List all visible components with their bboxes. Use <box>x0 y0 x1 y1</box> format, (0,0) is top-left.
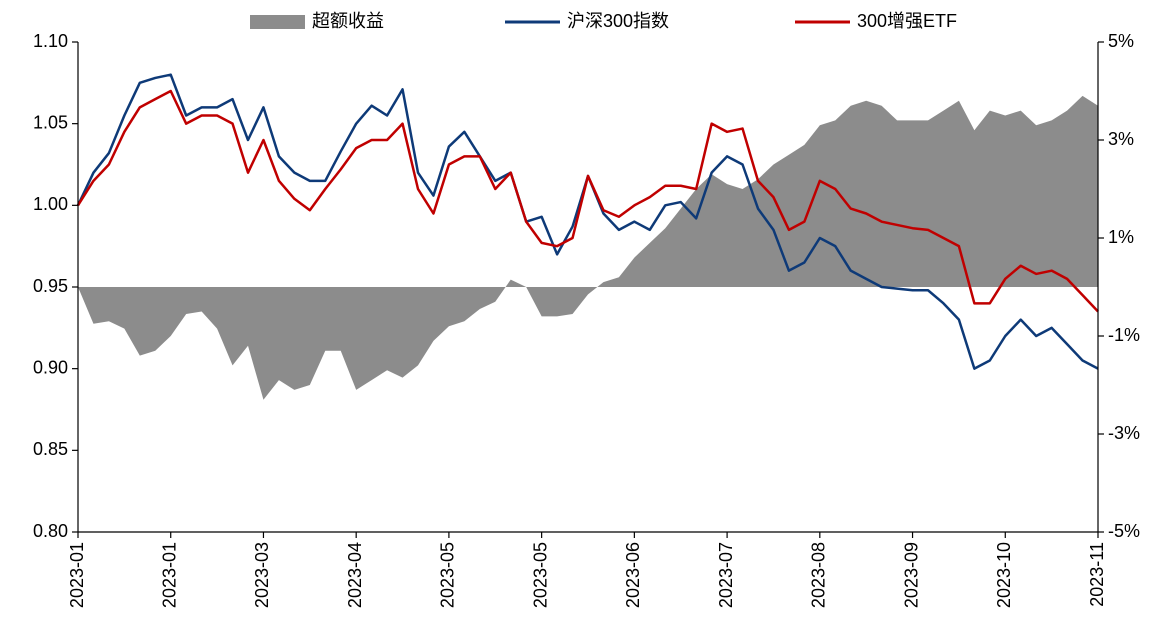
x-tick-label: 2023-05 <box>438 542 458 608</box>
x-tick-label: 2023-03 <box>252 542 272 608</box>
y2-tick-label: 1% <box>1108 227 1134 247</box>
y2-tick-label: 5% <box>1108 31 1134 51</box>
x-tick-label: 2023-08 <box>809 542 829 608</box>
y-tick-label: 0.85 <box>33 439 68 459</box>
line <box>76 89 1099 313</box>
y2-tick-label: -5% <box>1108 521 1140 541</box>
y-tick-label: 0.95 <box>33 276 68 296</box>
y-tick-label: 1.00 <box>33 194 68 214</box>
y2-tick-label: 3% <box>1108 129 1134 149</box>
area <box>78 95 1098 400</box>
y2-tick-label: -1% <box>1108 325 1140 345</box>
y-tick-label: 1.10 <box>33 31 68 51</box>
x-tick-label: 2023-10 <box>994 542 1014 608</box>
x-tick-label: 2023-01 <box>159 542 179 608</box>
x-tick-label: 2023-06 <box>623 542 643 608</box>
x-tick-label: 2023-11 <box>1087 542 1107 607</box>
legend-swatch <box>250 15 305 29</box>
y-tick-label: 0.80 <box>33 521 68 541</box>
x-tick-label: 2023-07 <box>716 542 736 608</box>
legend-label: 300增强ETF <box>857 11 957 31</box>
x-tick-label: 2023-01 <box>67 542 87 608</box>
x-tick-label: 2023-09 <box>901 542 921 608</box>
y2-tick-label: -3% <box>1108 423 1140 443</box>
y-tick-label: 1.05 <box>33 112 68 132</box>
x-tick-label: 2023-04 <box>345 542 365 608</box>
legend-label: 沪深300指数 <box>567 11 669 31</box>
y-tick-label: 0.90 <box>33 357 68 377</box>
x-tick-label: 2023-05 <box>530 542 550 608</box>
legend-label: 超额收益 <box>312 11 384 31</box>
